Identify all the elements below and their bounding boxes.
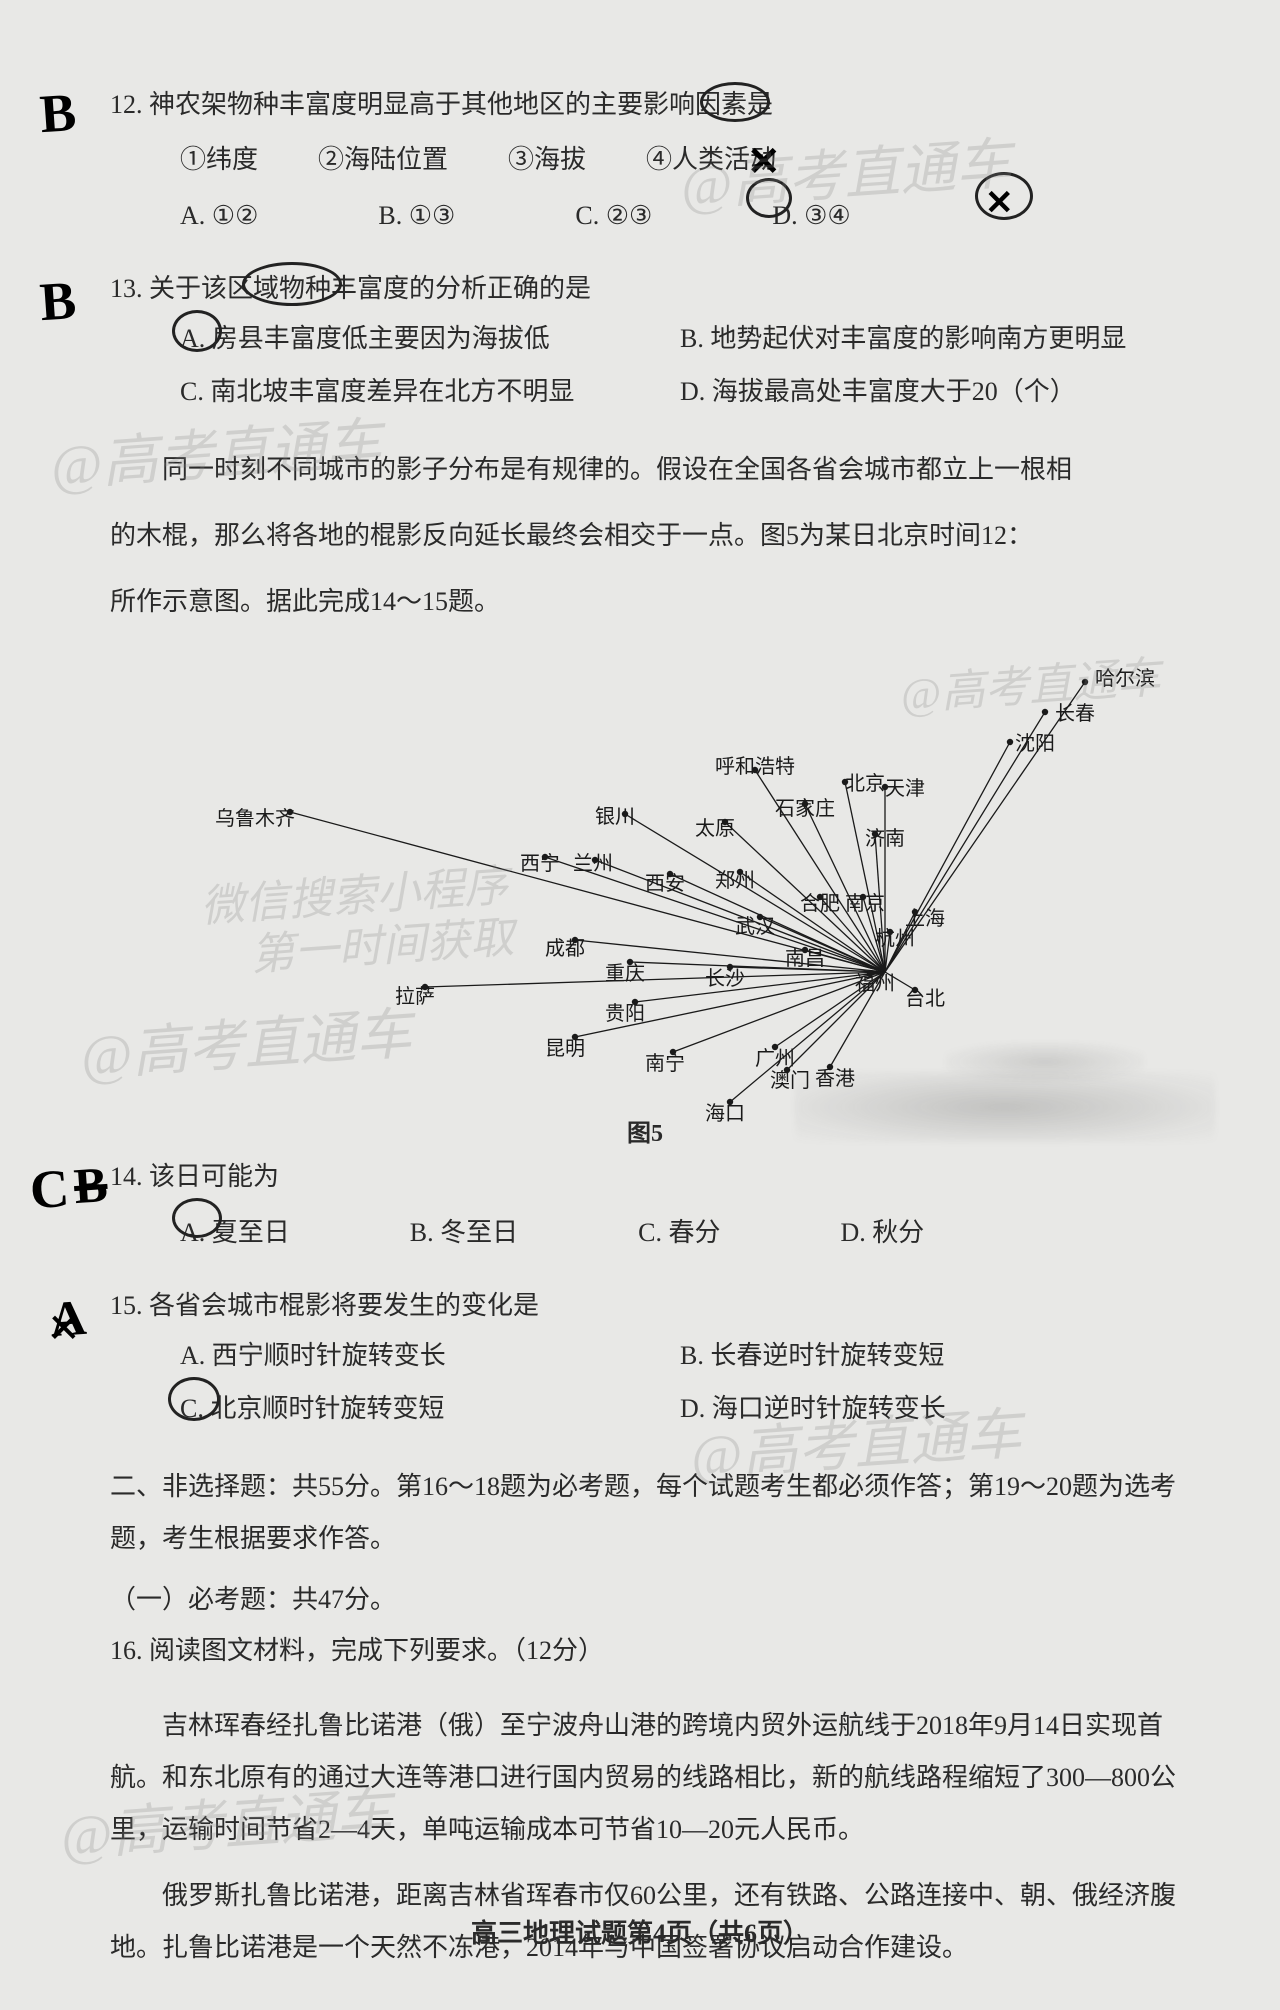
circle-q13-A (172, 310, 222, 352)
q16-stem: 阅读图文材料，完成下列要求。（12分） (149, 1636, 604, 1665)
city-label: 长沙 (705, 962, 745, 991)
q12-stem: 神农架物种丰富度明显高于其他地区的主要影响因素是 (149, 90, 773, 119)
city-label: 银川 (595, 800, 635, 829)
q14-optD: D. 秋分 (840, 1208, 924, 1257)
q13-stem: 关于该区域物种丰富度的分析正确的是 (149, 274, 591, 303)
page-footer: 高三地理试题第4页（共6页） (0, 1913, 1280, 1950)
city-label: 长春 (1055, 697, 1095, 726)
city-label: 贵阳 (605, 997, 645, 1026)
circle-q13-region (242, 262, 342, 306)
city-label: 兰州 (573, 847, 613, 876)
q12-number: 12. (110, 90, 143, 119)
q13-opts: A. 房县丰富度低主要因为海拔低 B. 地势起伏对丰富度的影响南方更明显 C. … (180, 314, 1180, 421)
city-label: 郑州 (715, 864, 755, 893)
q12-c2: ②海陆位置 (318, 135, 448, 184)
question-13: B 13. 关于该区域物种丰富度的分析正确的是 A. 房县丰富度低主要因为海拔低… (110, 264, 1180, 420)
passage1-l3: 所作示意图。据此完成14～15题。 (110, 576, 1180, 628)
city-label: 太原 (695, 812, 735, 841)
q16-text: 16. 阅读图文材料，完成下列要求。（12分） (110, 1626, 1180, 1675)
city-label: 台北 (905, 982, 945, 1011)
circle-q15-C (168, 1377, 220, 1421)
city-label: 石家庄 (775, 792, 835, 821)
city-label: 南宁 (645, 1047, 685, 1076)
passage1-l2: 的木棍，那么将各地的棍影反向延长最终会相交于一点。图5为某日北京时间12： (110, 510, 1180, 562)
q15-stem: 各省会城市棍影将要发生的变化是 (149, 1291, 539, 1320)
q12-optB: B. ①③ (378, 191, 455, 240)
cross-optD: ✕ (985, 172, 1014, 237)
hand-answer-13: B (36, 249, 79, 354)
q12-text: 12. 神农架物种丰富度明显高于其他地区的主要影响因素是 (110, 80, 1180, 129)
q12-optA: A. ①② (180, 191, 258, 240)
q14-stem: 该日可能为 (149, 1162, 279, 1191)
question-15: A × 15. 各省会城市棍影将要发生的变化是 A. 西宁顺时针旋转变长 B. … (110, 1281, 1180, 1437)
hand-scratch-14: B (71, 1137, 111, 1234)
section2-title: 二、非选择题：共55分。第16～18题为必考题，每个试题考生都必须作答；第19～… (110, 1461, 1180, 1565)
q12-optC: C. ②③ (575, 191, 652, 240)
q13-optA: A. 房县丰富度低主要因为海拔低 (180, 314, 680, 363)
city-label: 昆明 (545, 1032, 585, 1061)
q15-number: 15. (110, 1291, 143, 1320)
circle-main-factor (700, 82, 770, 122)
q14-opts: A. 夏至日 B. 冬至日 C. 春分 D. 秋分 (180, 1208, 1180, 1257)
city-label: 重庆 (605, 957, 645, 986)
city-label: 西宁 (520, 847, 560, 876)
city-label: 拉萨 (395, 980, 435, 1009)
city-label: 济南 (865, 822, 905, 851)
q15-optB: B. 长春逆时针旋转变短 (680, 1331, 1180, 1380)
city-label: 西安 (645, 867, 685, 896)
q15-optA: A. 西宁顺时针旋转变长 (180, 1331, 680, 1380)
city-label: 呼和浩特 (715, 750, 795, 779)
city-label: 北京 (845, 767, 885, 796)
q12-choices: ①纬度 ②海陆位置 ③海拔 ④人类活动 (180, 135, 1180, 184)
hand-cross-15: × (48, 1275, 80, 1381)
hand-answer-14: C (26, 1137, 72, 1242)
q14-text: 14. 该日可能为 (110, 1152, 1180, 1201)
city-label: 武汉 (735, 910, 775, 939)
shadow-diagram: 哈尔滨长春沈阳北京天津 呼和浩特石家庄太原 济南 银川 乌鲁木齐西宁兰州西安 郑州合肥南京… (115, 642, 1175, 1142)
city-label: 沈阳 (1015, 727, 1055, 756)
city-label: 福州 (855, 967, 895, 996)
question-16: 16. 阅读图文材料，完成下列要求。（12分） (110, 1626, 1180, 1675)
city-label: 合肥 (800, 887, 840, 916)
print-smudge-2 (945, 1042, 1145, 1082)
q16-number: 16. (110, 1636, 143, 1665)
question-14: C B 14. 该日可能为 A. 夏至日 B. 冬至日 C. 春分 D. 秋分 (110, 1152, 1180, 1257)
city-label: 乌鲁木齐 (215, 802, 295, 831)
city-label: 天津 (885, 772, 925, 801)
city-label: 海口 (705, 1097, 745, 1126)
city-label: 杭州 (875, 922, 915, 951)
q13-optC: C. 南北坡丰富度差异在北方不明显 (180, 367, 680, 416)
q13-number: 13. (110, 274, 143, 303)
q16-p1: 吉林珲春经扎鲁比诺港（俄）至宁波舟山港的跨境内贸外运航线于2018年9月14日实… (110, 1700, 1180, 1856)
q15-opts: A. 西宁顺时针旋转变长 B. 长春逆时针旋转变短 C. 北京顺时针旋转变短 D… (180, 1331, 1180, 1438)
q12-c1: ①纬度 (180, 135, 258, 184)
q14-optC: C. 春分 (638, 1208, 720, 1257)
circle-optC (746, 178, 792, 218)
hand-answer-12: B (36, 61, 79, 166)
q15-text: 15. 各省会城市棍影将要发生的变化是 (110, 1281, 1180, 1330)
q15-optD: D. 海口逆时针旋转变长 (680, 1384, 1180, 1433)
print-smudge (795, 1072, 1215, 1142)
q12-c3: ③海拔 (508, 135, 586, 184)
figure-caption: 图5 (627, 1113, 663, 1148)
section2-sub1: （一）必考题：共47分。 (110, 1579, 1180, 1616)
city-label: 南京 (845, 887, 885, 916)
city-label: 哈尔滨 (1095, 662, 1155, 691)
city-label: 南昌 (785, 942, 825, 971)
passage1-l1: 同一时刻不同城市的影子分布是有规律的。假设在全国各省会城市都立上一根相 (110, 444, 1180, 496)
q14-number: 14. (110, 1162, 143, 1191)
question-12: B 12. 神农架物种丰富度明显高于其他地区的主要影响因素是 ①纬度 ②海陆位置… (110, 80, 1180, 240)
q13-optB: B. 地势起伏对丰富度的影响南方更明显 (680, 314, 1180, 363)
city-label: 成都 (545, 932, 585, 961)
q15-optC: C. 北京顺时针旋转变短 (180, 1384, 680, 1433)
q14-optB: B. 冬至日 (410, 1208, 518, 1257)
q13-optD: D. 海拔最高处丰富度大于20（个） (680, 367, 1180, 416)
